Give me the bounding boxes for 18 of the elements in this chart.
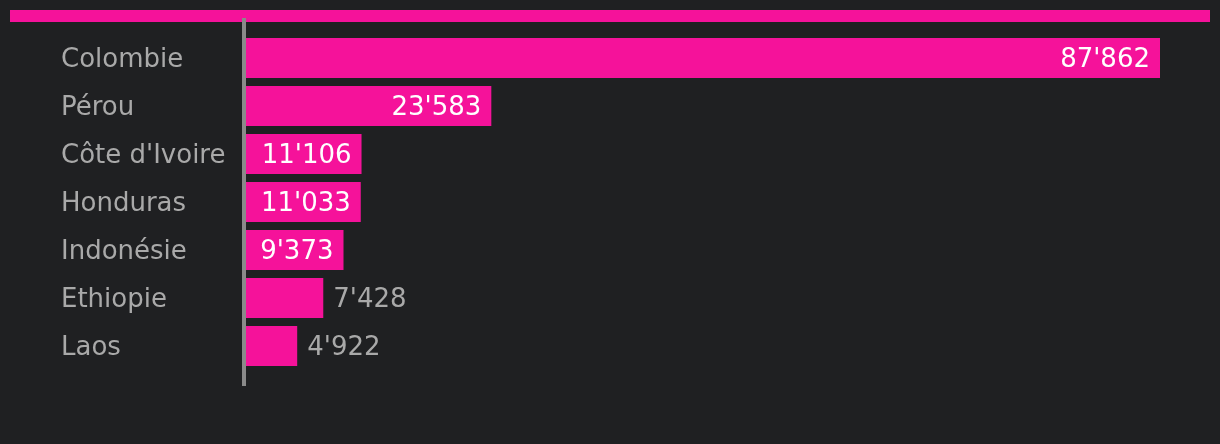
data-label: 11'106 bbox=[261, 139, 352, 170]
data-label: 7'428 bbox=[333, 283, 407, 314]
data-label: 9'373 bbox=[260, 235, 334, 266]
y-tick-label: Pérou bbox=[61, 91, 135, 122]
y-tick-label: Côte d'Ivoire bbox=[61, 139, 226, 170]
bar bbox=[246, 326, 298, 366]
bar bbox=[246, 38, 1160, 78]
data-label: 87'862 bbox=[1060, 43, 1150, 74]
y-tick-label: Laos bbox=[61, 331, 121, 362]
y-tick-label: Indonésie bbox=[61, 235, 187, 266]
y-tick-label: Honduras bbox=[61, 187, 187, 218]
bar bbox=[246, 86, 492, 126]
data-label: 4'922 bbox=[307, 331, 381, 362]
bar bbox=[246, 278, 324, 318]
data-label: 23'583 bbox=[391, 91, 482, 122]
y-tick-label: Ethiopie bbox=[61, 283, 167, 314]
y-tick-label: Colombie bbox=[61, 43, 184, 74]
data-label: 11'033 bbox=[260, 187, 351, 218]
